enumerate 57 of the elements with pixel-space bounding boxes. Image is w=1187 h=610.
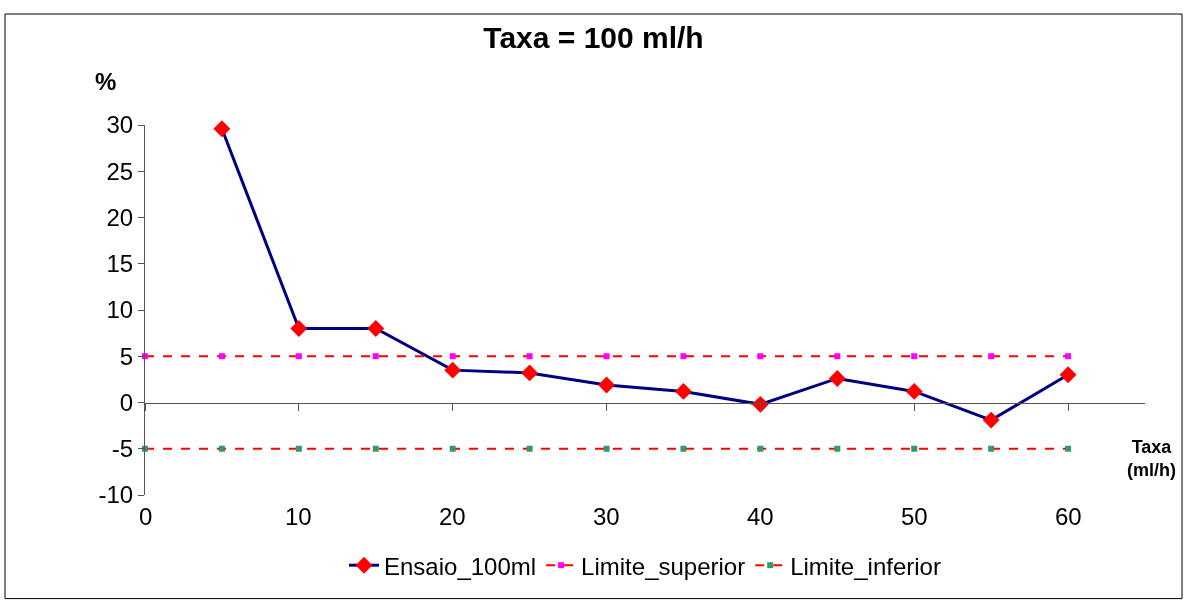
- point: [757, 445, 764, 452]
- y-tick-label: -10: [98, 481, 134, 509]
- point: [526, 353, 533, 360]
- point: [988, 353, 995, 360]
- x-tick-label: 30: [593, 503, 620, 530]
- y-tick-label: 5: [119, 342, 134, 370]
- y-tick-label: 30: [106, 111, 134, 139]
- y-tick-label: -5: [111, 435, 134, 463]
- point: [982, 411, 1000, 429]
- point: [1065, 353, 1072, 360]
- point: [680, 353, 687, 360]
- point: [834, 353, 841, 360]
- point: [372, 353, 379, 360]
- point: [295, 445, 302, 452]
- point: [295, 353, 302, 360]
- point: [828, 370, 846, 387]
- y-tick-label: 10: [106, 296, 134, 324]
- y-tick-label: 25: [106, 157, 134, 185]
- legend-label: Limite_superior: [581, 552, 746, 580]
- point: [218, 445, 225, 452]
- chart-title: Taxa = 100 ml/h: [483, 21, 704, 55]
- x-tick-label: 10: [285, 503, 312, 530]
- point: [603, 353, 610, 360]
- point: [680, 445, 687, 452]
- point: [213, 120, 231, 138]
- point: [367, 320, 385, 337]
- point: [905, 382, 923, 400]
- x-tick-label: 20: [439, 503, 466, 530]
- point: [911, 353, 918, 360]
- x-tick-label: 60: [1055, 503, 1082, 530]
- point: [290, 320, 308, 337]
- legend-label: Limite_inferior: [790, 552, 941, 580]
- point: [526, 445, 533, 452]
- point: [449, 445, 456, 452]
- point: [834, 445, 841, 452]
- point: [1065, 445, 1072, 452]
- point: [372, 445, 379, 452]
- legend-label: Ensaio_100ml: [384, 552, 537, 580]
- y-tick-label: 0: [119, 388, 134, 416]
- x-tick-label: 50: [901, 503, 928, 530]
- y-tick-label: 15: [106, 250, 134, 278]
- x-tick-label: 40: [747, 503, 774, 530]
- point: [757, 353, 764, 360]
- point: [598, 376, 615, 394]
- point: [675, 382, 692, 400]
- y-axis-title: %: [95, 68, 117, 95]
- point: [1059, 366, 1077, 384]
- x-tick-label: 0: [139, 503, 153, 530]
- point: [449, 353, 456, 360]
- point: [521, 364, 539, 382]
- y-tick-label: 20: [106, 203, 134, 231]
- point: [444, 361, 462, 379]
- point: [988, 445, 995, 452]
- point: [218, 353, 225, 360]
- point: [911, 445, 918, 452]
- point: [603, 445, 610, 452]
- x-axis-title: Taxa (ml/h): [1127, 437, 1176, 481]
